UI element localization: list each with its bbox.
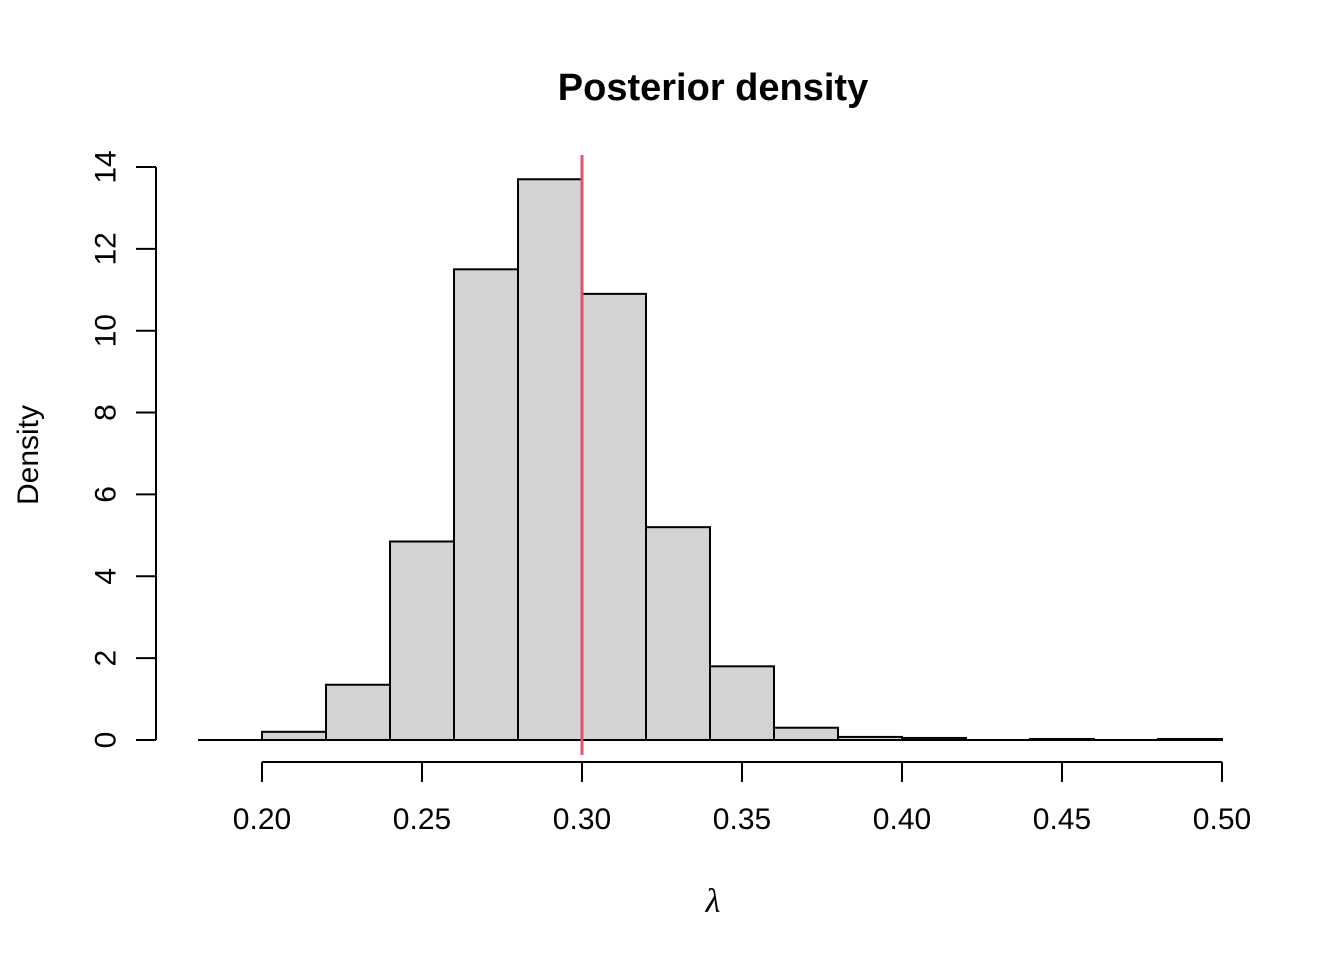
y-tick-label: 4 (90, 568, 123, 585)
y-tick-label: 2 (90, 650, 123, 667)
histogram-bar (1157, 737, 1223, 741)
histogram-bar (901, 736, 967, 741)
x-tick-label: 0.20 (233, 803, 291, 836)
y-axis: 0 2 4 6 8 10 12 14 (90, 150, 157, 748)
x-tick-label: 0.50 (1193, 803, 1251, 836)
histogram-bar (261, 730, 327, 742)
x-tick-label: 0.30 (553, 803, 611, 836)
x-tick-label: 0.40 (873, 803, 931, 836)
y-tick-label: 14 (90, 150, 123, 183)
histogram-bar (773, 726, 839, 742)
x-tick-label: 0.45 (1033, 803, 1091, 836)
x-tick-label: 0.35 (713, 803, 771, 836)
histogram-bar (389, 540, 455, 741)
histogram-bar (709, 665, 775, 741)
x-axis: 0.20 0.25 0.30 0.35 0.40 0.45 0.50 (233, 761, 1251, 836)
histogram-bar (325, 683, 391, 742)
x-axis-label: λ (705, 883, 721, 920)
y-tick-label: 10 (90, 314, 123, 347)
histogram-bar (645, 526, 711, 741)
y-tick-label: 6 (90, 486, 123, 503)
x-tick-label: 0.25 (393, 803, 451, 836)
y-axis-label: Density (12, 405, 45, 505)
y-tick-label: 0 (90, 732, 123, 749)
bars-group (198, 178, 1223, 742)
histogram-bar (517, 178, 583, 742)
histogram-bar (1029, 737, 1095, 741)
chart-title: Posterior density (558, 67, 868, 109)
histogram-bar (453, 268, 519, 741)
y-tick-label: 8 (90, 404, 123, 421)
histogram-bar (581, 292, 647, 741)
y-tick-label: 12 (90, 232, 123, 265)
histogram-bar (837, 735, 903, 741)
